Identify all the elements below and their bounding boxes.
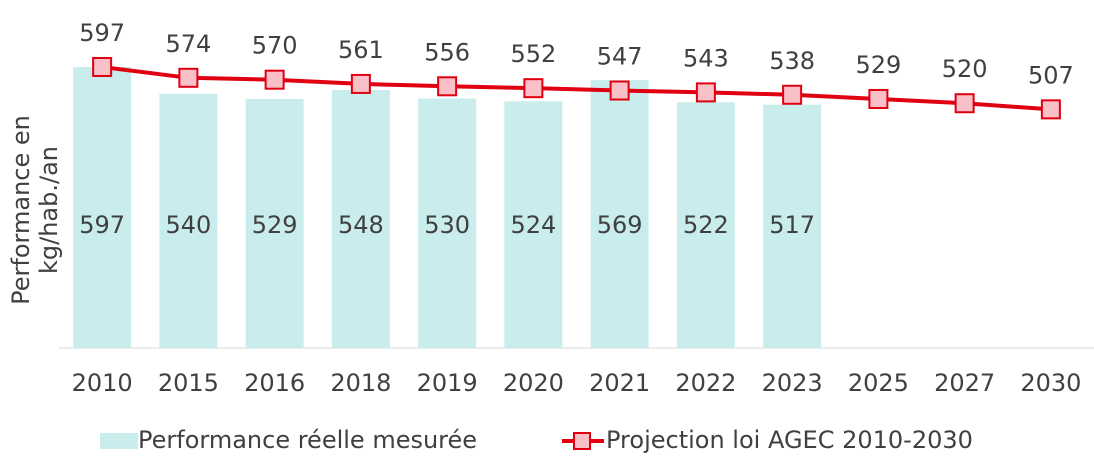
line-marker <box>437 76 458 97</box>
bar-value-label: 597 <box>79 211 125 239</box>
bar-value-label: 569 <box>597 211 643 239</box>
bar <box>418 98 477 349</box>
bar <box>331 90 390 348</box>
bar-value-label: 524 <box>510 211 556 239</box>
x-tick-label: 2010 <box>72 369 133 397</box>
line-value-label: 556 <box>424 38 470 66</box>
x-tick-label: 2015 <box>158 369 219 397</box>
line-marker <box>350 73 371 94</box>
x-tick-label: 2016 <box>244 369 305 397</box>
line-value-label: 574 <box>165 30 211 58</box>
bar-value-label: 548 <box>338 211 384 239</box>
bar-value-label: 529 <box>252 211 298 239</box>
line-value-label: 520 <box>942 55 988 83</box>
line-marker <box>178 67 199 88</box>
line-value-label: 543 <box>683 44 729 72</box>
x-tick-label: 2020 <box>503 369 564 397</box>
line-marker <box>868 88 889 109</box>
y-axis-title: kg/hab./an <box>35 146 63 274</box>
line-marker <box>264 69 285 90</box>
bar-value-label: 522 <box>683 211 729 239</box>
bar <box>159 93 218 348</box>
x-tick-label: 2018 <box>330 369 391 397</box>
bar-value-label: 530 <box>424 211 470 239</box>
x-tick-label: 2023 <box>762 369 823 397</box>
bar-value-label: 540 <box>165 211 211 239</box>
line-value-label: 529 <box>855 51 901 79</box>
bar <box>676 102 735 348</box>
line-marker <box>695 82 716 103</box>
x-tick-label: 2019 <box>417 369 478 397</box>
line-marker <box>782 84 803 105</box>
line-marker <box>92 56 113 77</box>
x-tick-label: 2022 <box>675 369 736 397</box>
line-value-label: 552 <box>510 40 556 68</box>
bar <box>73 66 132 348</box>
bar-value-label: 517 <box>769 211 815 239</box>
line-value-label: 597 <box>79 19 125 47</box>
x-tick-label: 2030 <box>1020 369 1081 397</box>
legend-label: Performance réelle mesurée <box>138 426 477 454</box>
line-marker <box>1040 99 1061 120</box>
legend-marker <box>573 432 591 450</box>
line-marker <box>609 80 630 101</box>
bar <box>590 80 649 348</box>
bar <box>763 104 822 348</box>
x-tick-label: 2021 <box>589 369 650 397</box>
bar <box>504 101 563 349</box>
line-marker <box>954 93 975 114</box>
line <box>101 64 1052 112</box>
line-value-label: 507 <box>1028 61 1074 89</box>
x-tick-label: 2027 <box>934 369 995 397</box>
x-tick-label: 2025 <box>848 369 909 397</box>
line-value-label: 561 <box>338 36 384 64</box>
legend-label: Projection loi AGEC 2010-2030 <box>606 426 973 454</box>
line-value-label: 547 <box>597 43 643 71</box>
line-marker <box>523 78 544 99</box>
line-value-label: 570 <box>252 32 298 60</box>
legend-swatch <box>100 433 138 449</box>
line-value-label: 538 <box>769 47 815 75</box>
bar <box>245 98 304 348</box>
y-axis-title: Performance en <box>7 115 35 305</box>
